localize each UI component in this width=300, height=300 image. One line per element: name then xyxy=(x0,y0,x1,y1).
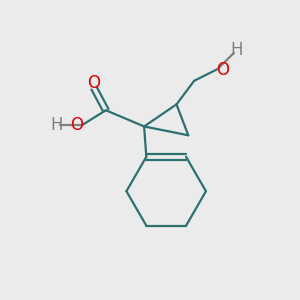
Text: O: O xyxy=(216,61,229,80)
Text: O: O xyxy=(70,116,83,134)
Text: H: H xyxy=(231,41,243,59)
Text: H: H xyxy=(50,116,63,134)
Text: O: O xyxy=(88,74,100,92)
